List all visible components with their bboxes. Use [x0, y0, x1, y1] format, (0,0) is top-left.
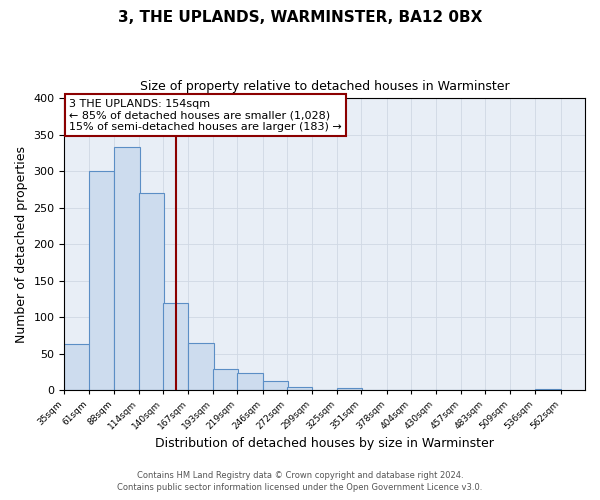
Bar: [89, 172, 114, 390]
Bar: [213, 369, 238, 390]
Title: Size of property relative to detached houses in Warminster: Size of property relative to detached ho…: [140, 80, 509, 93]
Bar: [163, 302, 188, 390]
Bar: [139, 193, 164, 390]
Bar: [535, 389, 560, 390]
Bar: [114, 147, 140, 390]
Bar: [287, 388, 313, 390]
X-axis label: Distribution of detached houses by size in Warminster: Distribution of detached houses by size …: [155, 437, 494, 450]
Text: 3 THE UPLANDS: 154sqm
← 85% of detached houses are smaller (1,028)
15% of semi-d: 3 THE UPLANDS: 154sqm ← 85% of detached …: [69, 98, 342, 132]
Bar: [188, 343, 214, 390]
Text: Contains HM Land Registry data © Crown copyright and database right 2024.
Contai: Contains HM Land Registry data © Crown c…: [118, 471, 482, 492]
Bar: [238, 373, 263, 390]
Bar: [263, 381, 288, 390]
Bar: [64, 344, 90, 391]
Y-axis label: Number of detached properties: Number of detached properties: [15, 146, 28, 343]
Bar: [337, 388, 362, 390]
Text: 3, THE UPLANDS, WARMINSTER, BA12 0BX: 3, THE UPLANDS, WARMINSTER, BA12 0BX: [118, 10, 482, 25]
